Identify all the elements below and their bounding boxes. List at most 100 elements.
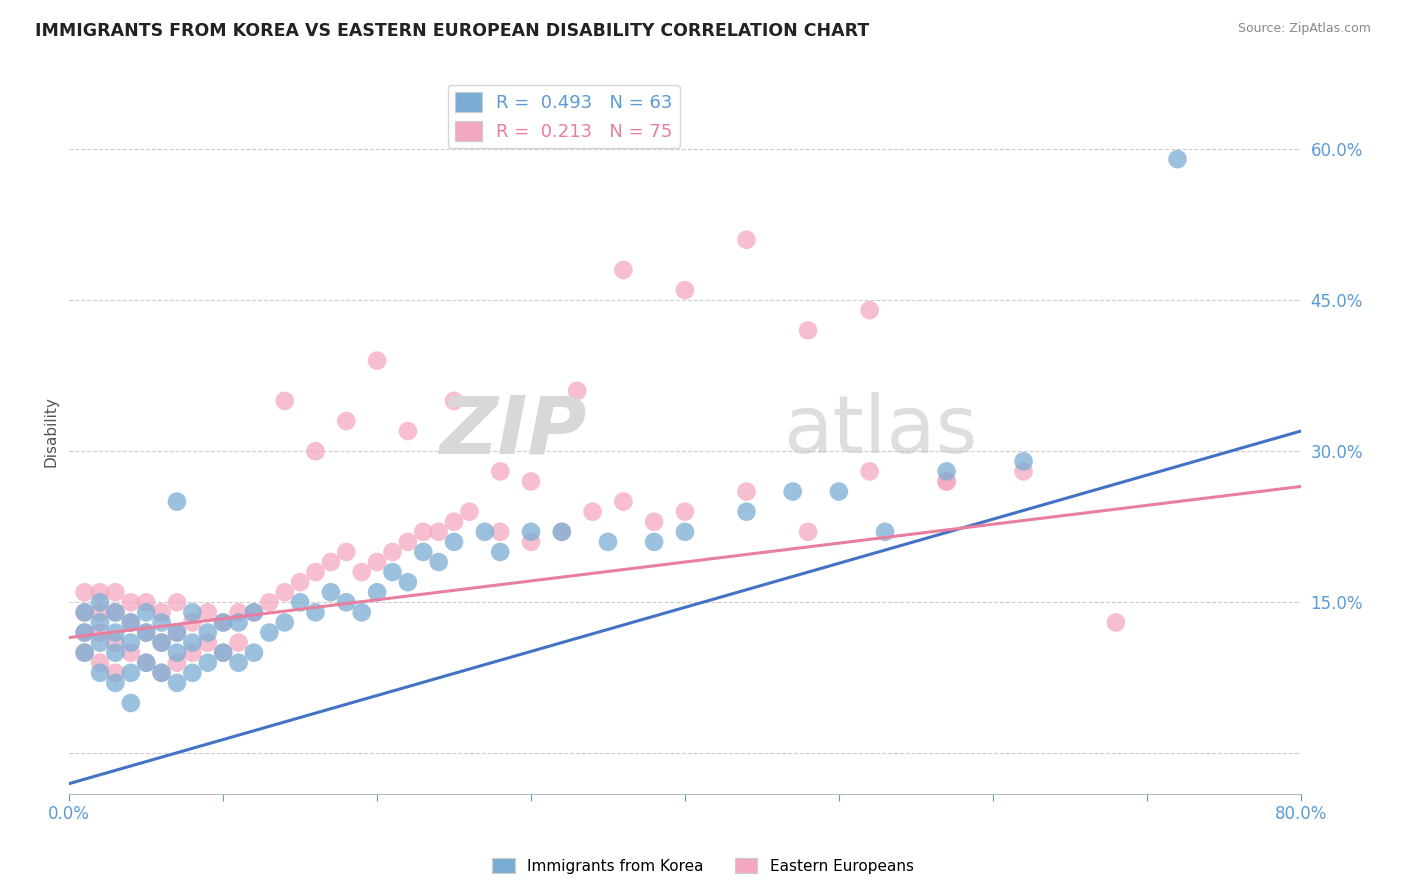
Point xyxy=(673,505,696,519)
Point xyxy=(120,635,142,649)
Point xyxy=(474,524,496,539)
Point xyxy=(366,585,388,599)
Text: IMMIGRANTS FROM KOREA VS EASTERN EUROPEAN DISABILITY CORRELATION CHART: IMMIGRANTS FROM KOREA VS EASTERN EUROPEA… xyxy=(35,22,869,40)
Point xyxy=(181,635,204,649)
Point xyxy=(567,384,589,398)
Point xyxy=(150,615,173,630)
Point xyxy=(551,524,574,539)
Point xyxy=(288,595,311,609)
Point xyxy=(197,606,219,620)
Point xyxy=(166,595,188,609)
Point xyxy=(412,524,434,539)
Point xyxy=(89,656,111,670)
Point xyxy=(104,606,127,620)
Point xyxy=(166,656,188,670)
Point xyxy=(935,475,957,489)
Point xyxy=(243,606,266,620)
Point xyxy=(150,635,173,649)
Point xyxy=(166,676,188,690)
Point xyxy=(1105,615,1128,630)
Point xyxy=(735,484,758,499)
Point xyxy=(396,575,419,590)
Point xyxy=(212,615,235,630)
Point xyxy=(120,615,142,630)
Point xyxy=(89,585,111,599)
Point xyxy=(104,676,127,690)
Point xyxy=(135,625,157,640)
Point xyxy=(381,545,404,559)
Point xyxy=(335,414,357,428)
Point xyxy=(520,524,543,539)
Point xyxy=(319,585,342,599)
Point xyxy=(304,606,326,620)
Point xyxy=(396,424,419,438)
Point xyxy=(73,606,96,620)
Point xyxy=(259,625,281,640)
Point xyxy=(274,615,297,630)
Point xyxy=(228,615,250,630)
Point xyxy=(181,665,204,680)
Point xyxy=(135,595,157,609)
Point xyxy=(228,606,250,620)
Point xyxy=(228,656,250,670)
Point xyxy=(828,484,851,499)
Legend: R =  0.493   N = 63, R =  0.213   N = 75: R = 0.493 N = 63, R = 0.213 N = 75 xyxy=(447,85,681,148)
Point xyxy=(643,515,665,529)
Point xyxy=(489,524,512,539)
Point xyxy=(935,475,957,489)
Point xyxy=(335,595,357,609)
Point xyxy=(197,635,219,649)
Point xyxy=(135,656,157,670)
Point xyxy=(489,464,512,478)
Point xyxy=(197,625,219,640)
Point xyxy=(228,635,250,649)
Point xyxy=(181,615,204,630)
Point xyxy=(73,585,96,599)
Point xyxy=(104,585,127,599)
Point xyxy=(520,534,543,549)
Point xyxy=(643,534,665,549)
Point xyxy=(89,595,111,609)
Point xyxy=(181,606,204,620)
Point xyxy=(274,585,297,599)
Text: ZIP: ZIP xyxy=(439,392,586,470)
Point xyxy=(73,646,96,660)
Point xyxy=(1166,152,1188,166)
Point xyxy=(89,625,111,640)
Point xyxy=(673,283,696,297)
Point xyxy=(797,524,820,539)
Point xyxy=(89,606,111,620)
Point xyxy=(135,625,157,640)
Point xyxy=(135,606,157,620)
Point xyxy=(350,606,373,620)
Point xyxy=(859,303,882,318)
Point xyxy=(443,534,465,549)
Point xyxy=(166,494,188,508)
Point xyxy=(150,665,173,680)
Point xyxy=(73,625,96,640)
Point xyxy=(212,646,235,660)
Point xyxy=(673,524,696,539)
Point xyxy=(166,625,188,640)
Point xyxy=(104,625,127,640)
Point xyxy=(427,524,450,539)
Point xyxy=(135,656,157,670)
Point xyxy=(166,625,188,640)
Point xyxy=(612,494,634,508)
Point xyxy=(104,665,127,680)
Point xyxy=(104,646,127,660)
Point xyxy=(181,646,204,660)
Point xyxy=(443,515,465,529)
Point xyxy=(150,635,173,649)
Point xyxy=(120,646,142,660)
Point xyxy=(89,615,111,630)
Point xyxy=(797,323,820,337)
Point xyxy=(381,565,404,579)
Point xyxy=(489,545,512,559)
Point xyxy=(782,484,804,499)
Point xyxy=(581,505,603,519)
Point xyxy=(120,665,142,680)
Point xyxy=(73,646,96,660)
Point xyxy=(396,534,419,549)
Point xyxy=(150,606,173,620)
